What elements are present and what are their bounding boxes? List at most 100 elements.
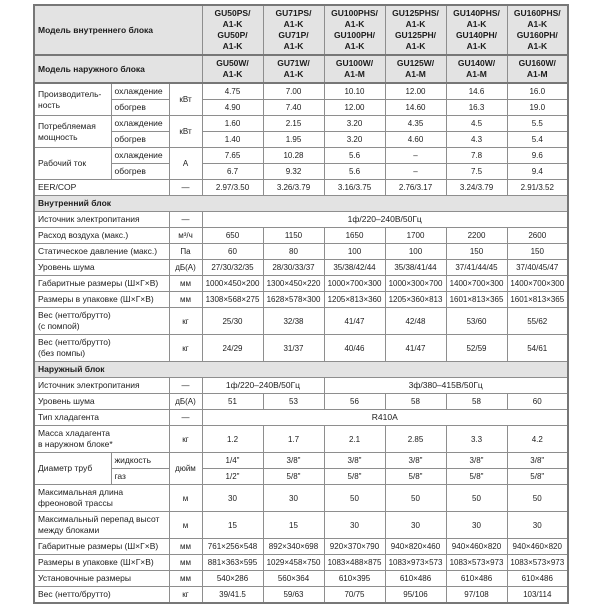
value-cell: 4.5 <box>445 115 508 132</box>
value-cell: 1/4" <box>201 452 264 469</box>
value-cell: 3.16/3.75 <box>323 179 386 196</box>
value-cell: 35/38/42/44 <box>323 259 386 276</box>
value-cell: 1029×458×750 <box>262 554 325 571</box>
value-cell: 19.0 <box>506 99 569 116</box>
value-cell: 1.40 <box>201 131 264 148</box>
value-cell: 41/47 <box>323 307 386 335</box>
value-cell: 30 <box>262 484 325 512</box>
indoor-model-label: Модель внутреннего блока <box>33 4 203 56</box>
model-name-cell: GU71PS/ A1-K GU71P/ A1-K <box>262 4 325 56</box>
value-cell: 60 <box>506 393 569 410</box>
value-cell: 1000×450×200 <box>201 275 264 292</box>
unit-cell: мм <box>168 275 203 292</box>
indoor-section-row: Внутренний блок <box>33 195 569 212</box>
value-cell: 1.2 <box>201 425 264 453</box>
value-cell: 1083×488×875 <box>323 554 386 571</box>
value-cell: 881×363×595 <box>201 554 264 571</box>
value-cell: 3/8" <box>262 452 325 469</box>
value-cell: 761×256×548 <box>201 538 264 555</box>
value-cell: 9.32 <box>262 163 325 180</box>
sub-row-label: обогрев <box>110 163 170 180</box>
model-name-cell: GU125W/ A1-M <box>384 54 447 84</box>
value-cell: 95/106 <box>384 586 447 604</box>
value-cell: 32/38 <box>262 307 325 335</box>
unit-cell: м <box>168 511 203 539</box>
value-cell: 100 <box>384 243 447 260</box>
indoor-weight-nopump-row: Вес (нетто/брутто) (без помпы) кг 24/29 … <box>33 334 569 362</box>
indoor-static-pressure-row: Статическое давление (макс.) Па 60 80 10… <box>33 243 569 260</box>
unit-cell: — <box>168 211 203 228</box>
value-cell: 1083×973×573 <box>384 554 447 571</box>
row-label: Вес (нетто/брутто) <box>33 586 170 604</box>
value-cell: 2.97/3.50 <box>201 179 264 196</box>
current-heating-row: обогрев 6.7 9.32 5.6 – 7.5 9.4 <box>34 163 569 180</box>
row-label: Размеры в упаковке (Ш×Г×В) <box>33 554 170 571</box>
row-label: Максимальная длина фреоновой трассы <box>33 484 170 512</box>
sub-row-label: обогрев <box>110 99 170 116</box>
value-cell: 3/8" <box>445 452 508 469</box>
value-cell: 54/61 <box>506 334 569 362</box>
value-cell: 103/114 <box>506 586 569 604</box>
unit-cell: дБ(А) <box>168 259 203 276</box>
value-cell: 5.6 <box>323 147 386 164</box>
row-label: Диаметр труб <box>33 452 112 485</box>
eer-cop-row: EER/COP — 2.97/3.50 3.26/3.79 3.16/3.75 … <box>33 179 569 196</box>
value-cell: 40/46 <box>323 334 386 362</box>
value-cell: 55/62 <box>506 307 569 335</box>
row-label: Габаритные размеры (Ш×Г×В) <box>33 275 170 292</box>
value-cell: 58 <box>384 393 447 410</box>
value-cell: 150 <box>506 243 569 260</box>
sub-row-label: обогрев <box>110 131 170 148</box>
value-cell: 1ф/220–240В/50Гц <box>201 211 569 228</box>
value-cell: 3.26/3.79 <box>262 179 325 196</box>
value-cell: 3/8" <box>323 452 386 469</box>
value-cell: 1083×573×973 <box>445 554 508 571</box>
row-label: Производитель- ность <box>33 82 112 116</box>
indoor-noise-row: Уровень шума дБ(А) 27/30/32/35 28/30/33/… <box>33 259 569 276</box>
value-cell: 3/8" <box>506 452 569 469</box>
indoor-package-dimensions-row: Размеры в упаковке (Ш×Г×В) мм 1308×568×2… <box>33 291 569 308</box>
value-cell: 53/60 <box>445 307 508 335</box>
value-cell: 5/8" <box>384 468 447 485</box>
unit-cell: мм <box>168 570 203 587</box>
model-name-cell: GU160W/ A1-M <box>506 54 569 84</box>
sub-row-label: газ <box>110 468 170 485</box>
value-cell: 1ф/220–240В/50Гц <box>201 377 325 394</box>
value-cell: 2600 <box>506 227 569 244</box>
sub-row-label: охлаждение <box>110 115 170 132</box>
power-cooling-row: Потребляемая мощность охлаждение кВт 1.6… <box>33 115 569 148</box>
value-cell: 12.00 <box>384 82 447 100</box>
value-cell: 5/8" <box>262 468 325 485</box>
value-cell: 100 <box>323 243 386 260</box>
value-cell: 610×486 <box>506 570 569 587</box>
row-label: Вес (нетто/брутто) (без помпы) <box>33 334 170 362</box>
model-name-cell: GU140PHS/ A1-K GU140PH/ A1-K <box>445 4 508 56</box>
value-cell: 6.7 <box>201 163 264 180</box>
sub-row-label: охлаждение <box>110 82 170 100</box>
value-cell: 3ф/380–415В/50Гц <box>323 377 569 394</box>
pipe-gas-row: газ 1/2" 5/8" 5/8" 5/8" 5/8" 5/8" <box>34 468 569 485</box>
value-cell: 41/47 <box>384 334 447 362</box>
unit-cell: кг <box>168 307 203 335</box>
section-header: Наружный блок <box>33 361 569 378</box>
value-cell: 37/40/45/47 <box>506 259 569 276</box>
outdoor-noise-row: Уровень шума дБ(А) 51 53 56 58 58 60 <box>33 393 569 410</box>
section-header: Внутренний блок <box>33 195 569 212</box>
unit-cell: Па <box>168 243 203 260</box>
value-cell: 25/30 <box>201 307 264 335</box>
value-cell: 7.40 <box>262 99 325 116</box>
current-cooling-row: Рабочий ток охлаждение А 7.65 10.28 5.6 … <box>33 147 569 180</box>
value-cell: 650 <box>201 227 264 244</box>
value-cell: 940×820×460 <box>384 538 447 555</box>
value-cell: 35/38/41/44 <box>384 259 447 276</box>
value-cell: 1400×700×300 <box>445 275 508 292</box>
value-cell: 70/75 <box>323 586 386 604</box>
value-cell: 4.2 <box>506 425 569 453</box>
value-cell: 52/59 <box>445 334 508 362</box>
value-cell: 16.0 <box>506 82 569 100</box>
row-label: Размеры в упаковке (Ш×Г×В) <box>33 291 170 308</box>
value-cell: 5/8" <box>506 468 569 485</box>
unit-cell: дБ(А) <box>168 393 203 410</box>
unit-cell: — <box>168 377 203 394</box>
value-cell: 1000×300×700 <box>384 275 447 292</box>
